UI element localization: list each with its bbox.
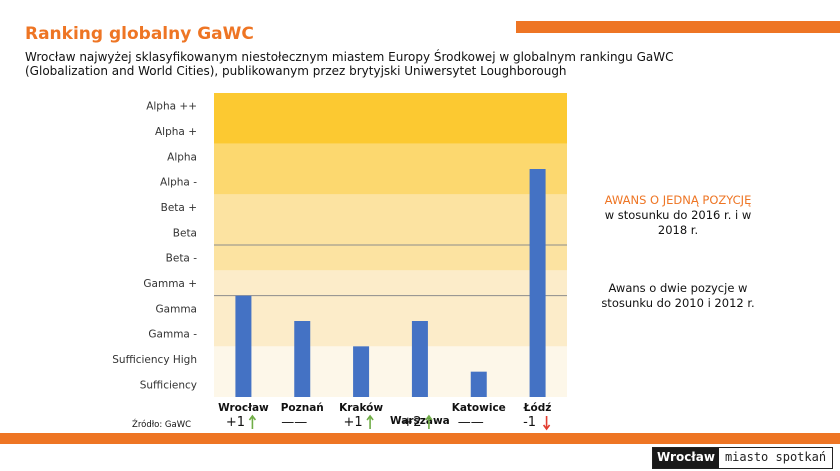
y-tick-label: Beta (173, 227, 197, 239)
y-tick-label: Gamma (156, 303, 197, 315)
rank-change-label: —— (281, 415, 307, 430)
level-band-3 (214, 143, 567, 195)
y-tick-label: Gamma - (148, 329, 197, 341)
bottom-accent-bar (0, 433, 840, 444)
bar-0 (235, 295, 252, 397)
page-title: Ranking globalny GaWC (25, 24, 254, 44)
rank-change-label: +2 (402, 415, 421, 430)
y-tick-label: Sufficiency High (112, 354, 197, 366)
x-category-label: Wrocław (218, 402, 269, 414)
bar-1 (294, 321, 311, 397)
y-tick-label: Alpha ++ (146, 101, 197, 113)
x-category-label: Łódź (523, 402, 552, 414)
up-arrow-head (366, 414, 374, 421)
rank-change-label: +1 (343, 415, 362, 430)
x-category-label: Kraków (339, 402, 383, 414)
up-arrow-head (248, 414, 257, 421)
city-logo: Wrocław miasto spotkań (652, 447, 834, 469)
promotion-note-detail: w stosunku do 2016 r. i w 2018 r. (604, 208, 752, 237)
y-tick-label: Alpha + (155, 126, 197, 138)
gawc-bar-chart: Sufficiency Sufficiency High Gamma - Gamma G… (112, 93, 567, 431)
level-band-4 (214, 93, 567, 144)
y-tick-label: Alpha (167, 151, 197, 163)
y-tick-label: Alpha - (160, 177, 197, 189)
logo-slogan: miasto spotkań (718, 448, 833, 468)
promotion-note-highlight: AWANS O JEDNĄ POZYCJĘ (604, 193, 752, 207)
x-category-label: Warszawa (390, 415, 450, 427)
rank-change-label: +1 (226, 415, 245, 430)
y-tick-label: Gamma + (143, 278, 197, 290)
top-accent-bar (516, 21, 840, 33)
bar-4 (470, 371, 487, 397)
y-tick-label: Sufficiency (140, 379, 197, 391)
x-category-label: Poznań (281, 402, 324, 414)
promotion-note-one-position: AWANS O JEDNĄ POZYCJĘ w stosunku do 2016… (598, 193, 758, 238)
x-category-label: Katowice (452, 402, 506, 414)
down-arrow-head (542, 424, 551, 431)
bar-5 (529, 169, 546, 397)
level-band-0 (214, 346, 567, 397)
level-band-2 (214, 194, 567, 271)
rank-change-label: -1 (523, 415, 536, 430)
promotion-note-two-positions: Awans o dwie pozycje w stosunku do 2010 … (601, 281, 755, 310)
up-arrow-head (425, 414, 433, 421)
y-tick-label: Beta - (166, 253, 198, 265)
bar-3 (411, 321, 428, 397)
bar-2 (353, 346, 370, 397)
rank-change-label: —— (458, 415, 484, 430)
level-band-1 (214, 270, 567, 347)
logo-city-name: Wrocław (653, 448, 719, 468)
source-label: Źródło: GaWC (132, 420, 192, 430)
y-tick-label: Beta + (161, 202, 197, 214)
page-subtitle: Wrocław najwyżej sklasyfikowanym niestoł… (25, 50, 674, 78)
